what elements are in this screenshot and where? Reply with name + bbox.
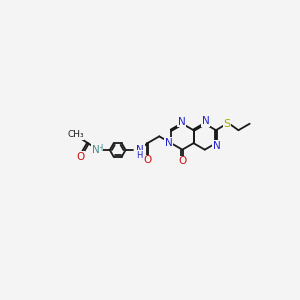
Text: O: O xyxy=(143,155,152,165)
Text: N: N xyxy=(165,138,172,148)
Text: N: N xyxy=(92,145,100,155)
Text: O: O xyxy=(178,156,186,166)
Text: S: S xyxy=(224,119,231,129)
Text: O: O xyxy=(76,152,85,162)
Text: N: N xyxy=(213,141,220,151)
Text: H: H xyxy=(136,151,143,160)
Text: N: N xyxy=(178,117,185,127)
Text: H: H xyxy=(97,144,103,153)
Text: N: N xyxy=(202,116,209,126)
Text: N: N xyxy=(136,145,144,155)
Text: CH₃: CH₃ xyxy=(67,130,84,140)
